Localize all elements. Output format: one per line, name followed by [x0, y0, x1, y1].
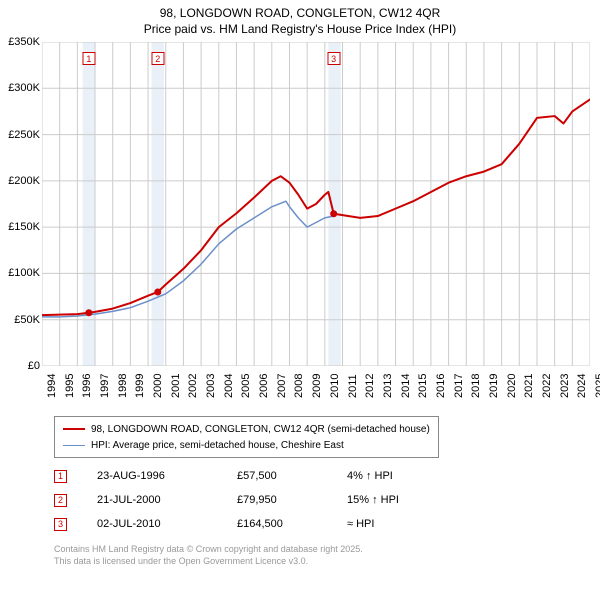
legend-row: 98, LONGDOWN ROAD, CONGLETON, CW12 4QR (…: [63, 421, 430, 437]
sale-hpi: 4% ↑ HPI: [347, 470, 467, 482]
sale-price: £79,950: [237, 494, 347, 506]
plot-marker: 3: [327, 52, 340, 65]
title-line-1: 98, LONGDOWN ROAD, CONGLETON, CW12 4QR: [0, 6, 600, 22]
x-tick-label: 2003: [205, 374, 217, 398]
legend-label: 98, LONGDOWN ROAD, CONGLETON, CW12 4QR (…: [91, 424, 430, 435]
plot-marker: 2: [151, 52, 164, 65]
x-tick-label: 2017: [453, 374, 465, 398]
x-tick-label: 1994: [46, 374, 58, 398]
y-tick-label: £200K: [0, 175, 40, 187]
sale-marker-box: 1: [54, 470, 67, 483]
x-tick-label: 2000: [152, 374, 164, 398]
x-tick-label: 2002: [187, 374, 199, 398]
footer: Contains HM Land Registry data © Crown c…: [54, 544, 363, 567]
x-tick-label: 2022: [541, 374, 553, 398]
x-tick-label: 1995: [64, 374, 76, 398]
x-tick-label: 2008: [293, 374, 305, 398]
footer-line-2: This data is licensed under the Open Gov…: [54, 556, 363, 568]
y-tick-label: £0: [0, 360, 40, 372]
sale-date: 02-JUL-2010: [97, 518, 237, 530]
sale-price: £164,500: [237, 518, 347, 530]
x-tick-label: 2007: [276, 374, 288, 398]
x-tick-label: 2015: [417, 374, 429, 398]
title-line-2: Price paid vs. HM Land Registry's House …: [0, 22, 600, 38]
y-tick-label: £50K: [0, 314, 40, 326]
x-tick-label: 2020: [506, 374, 518, 398]
x-tick-label: 2021: [523, 374, 535, 398]
x-tick-label: 2014: [400, 374, 412, 398]
plot-marker: 1: [82, 52, 95, 65]
legend-label: HPI: Average price, semi-detached house,…: [91, 440, 344, 451]
sale-hpi: 15% ↑ HPI: [347, 494, 467, 506]
sale-price: £57,500: [237, 470, 347, 482]
legend-row: HPI: Average price, semi-detached house,…: [63, 437, 430, 453]
sales-row: 1 23-AUG-1996 £57,500 4% ↑ HPI: [54, 464, 467, 488]
sale-date: 23-AUG-1996: [97, 470, 237, 482]
x-tick-label: 1999: [134, 374, 146, 398]
y-tick-label: £350K: [0, 36, 40, 48]
sales-row: 3 02-JUL-2010 £164,500 ≈ HPI: [54, 512, 467, 536]
x-tick-label: 2018: [470, 374, 482, 398]
y-tick-label: £100K: [0, 267, 40, 279]
y-tick-label: £300K: [0, 82, 40, 94]
x-tick-label: 2024: [576, 374, 588, 398]
sale-marker-num: 3: [58, 519, 63, 529]
y-tick-label: £150K: [0, 221, 40, 233]
x-tick-label: 1997: [99, 374, 111, 398]
sale-marker-num: 2: [58, 495, 63, 505]
x-tick-label: 2016: [435, 374, 447, 398]
chart-container: 98, LONGDOWN ROAD, CONGLETON, CW12 4QR P…: [0, 0, 600, 590]
x-tick-label: 2001: [170, 374, 182, 398]
footer-line-1: Contains HM Land Registry data © Crown c…: [54, 544, 363, 556]
x-tick-label: 2009: [311, 374, 323, 398]
sales-row: 2 21-JUL-2000 £79,950 15% ↑ HPI: [54, 488, 467, 512]
sale-marker-num: 1: [58, 471, 63, 481]
legend-swatch: [63, 445, 85, 446]
x-tick-label: 2004: [223, 374, 235, 398]
x-tick-label: 2023: [559, 374, 571, 398]
x-tick-label: 2005: [240, 374, 252, 398]
x-tick-label: 2011: [347, 374, 359, 398]
x-tick-label: 2019: [488, 374, 500, 398]
y-tick-label: £250K: [0, 129, 40, 141]
sale-date: 21-JUL-2000: [97, 494, 237, 506]
x-tick-label: 2025: [594, 374, 600, 398]
x-tick-label: 2012: [364, 374, 376, 398]
chart-plot-area: [42, 42, 590, 366]
x-tick-label: 1998: [117, 374, 129, 398]
legend-swatch: [63, 428, 85, 430]
x-tick-label: 1996: [81, 374, 93, 398]
x-tick-label: 2013: [382, 374, 394, 398]
sales-table: 1 23-AUG-1996 £57,500 4% ↑ HPI 2 21-JUL-…: [54, 464, 467, 536]
x-tick-label: 2006: [258, 374, 270, 398]
title-block: 98, LONGDOWN ROAD, CONGLETON, CW12 4QR P…: [0, 0, 600, 37]
x-tick-label: 2010: [329, 374, 341, 398]
sale-marker-box: 3: [54, 518, 67, 531]
chart-svg: [42, 42, 590, 366]
legend: 98, LONGDOWN ROAD, CONGLETON, CW12 4QR (…: [54, 416, 439, 458]
sale-hpi: ≈ HPI: [347, 518, 467, 530]
sale-marker-box: 2: [54, 494, 67, 507]
